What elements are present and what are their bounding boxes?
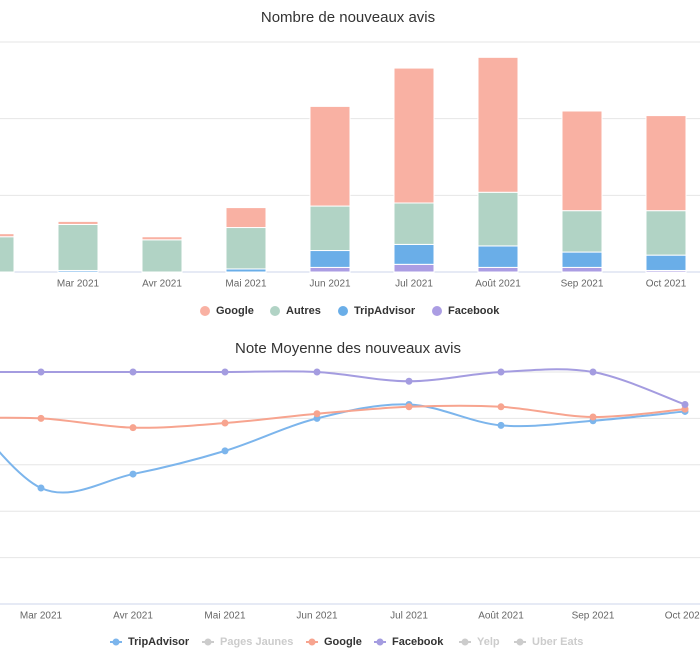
legend-label[interactable]: Facebook (392, 636, 444, 648)
legend-marker (200, 306, 210, 316)
bar-segment (393, 243, 435, 265)
x-tick-label: Jun 2021 (309, 279, 351, 290)
x-tick-label: Oct 2021 (665, 611, 700, 622)
bar-segment (561, 266, 603, 273)
x-tick-label: Sep 2021 (572, 611, 615, 622)
legend-label[interactable]: Yelp (477, 636, 500, 648)
point (37, 368, 45, 376)
point (589, 413, 597, 421)
bar-segment (141, 236, 183, 241)
legend-label[interactable]: Pages Jaunes (220, 636, 293, 648)
bar-segment (645, 210, 687, 256)
line (0, 368, 686, 406)
chart-title: Note Moyenne des nouveaux avis (235, 340, 461, 357)
bar-segment (477, 245, 519, 268)
bar-segment (645, 254, 687, 271)
chart-title: Nombre de nouveaux avis (261, 9, 435, 26)
point (129, 470, 137, 478)
x-tick-label: Jul 2021 (395, 279, 433, 290)
legend-label[interactable]: Facebook (448, 305, 500, 317)
legend-marker (432, 306, 442, 316)
point (313, 410, 321, 418)
bar-segment (0, 236, 15, 273)
bar-segment (0, 233, 15, 238)
point (405, 403, 413, 411)
x-tick-label: Jul 2021 (390, 611, 428, 622)
point (129, 368, 137, 376)
point (497, 421, 505, 429)
bar-segment (309, 266, 351, 273)
bar-segment (561, 210, 603, 253)
bar-segment (309, 250, 351, 268)
x-tick-label: Mai 2021 (204, 611, 246, 622)
bar-segment (57, 220, 99, 225)
point (37, 484, 45, 492)
point (221, 447, 229, 455)
x-tick-label: Août 2021 (475, 279, 521, 290)
legend-label[interactable]: Autres (286, 305, 321, 317)
x-tick-label: Avr 2021 (113, 611, 153, 622)
legend-marker (516, 638, 524, 646)
bar-segment (57, 223, 99, 271)
legend-label[interactable]: Google (324, 636, 362, 648)
legend-label[interactable]: Uber Eats (532, 636, 583, 648)
bar-segment (645, 115, 687, 212)
legend-marker (376, 638, 384, 646)
line (0, 404, 686, 429)
x-tick-label: Avr 2021 (142, 279, 182, 290)
legend-marker (461, 638, 469, 646)
bar-segment (477, 56, 519, 193)
x-tick-label: Mai 2021 (225, 279, 267, 290)
point (681, 400, 689, 408)
bar-segment (141, 239, 183, 273)
bar-segment (393, 263, 435, 273)
point (589, 368, 597, 376)
x-tick-label: Mar 2021 (20, 611, 63, 622)
point (405, 377, 413, 385)
bar-segment (309, 105, 351, 207)
legend-marker (308, 638, 316, 646)
bar-segment (309, 205, 351, 252)
legend-marker (112, 638, 120, 646)
point (37, 414, 45, 422)
bar-segment (477, 266, 519, 273)
point (497, 403, 505, 411)
bar-segment (225, 227, 267, 270)
line (0, 403, 686, 494)
x-tick-label: Mar 2021 (57, 279, 100, 290)
x-tick-label: Août 2021 (478, 611, 524, 622)
legend-marker (270, 306, 280, 316)
legend-label[interactable]: TripAdvisor (128, 636, 190, 648)
bar-segment (393, 67, 435, 204)
bar-segment (561, 251, 603, 268)
bar-segment (225, 207, 267, 229)
x-tick-label: Oct 2021 (646, 279, 687, 290)
bar-segment (477, 191, 519, 247)
x-tick-label: Sep 2021 (561, 279, 604, 290)
point (221, 368, 229, 376)
point (313, 368, 321, 376)
bar-segment (561, 110, 603, 212)
bar-segment (393, 202, 435, 245)
legend-label[interactable]: Google (216, 305, 254, 317)
legend-label[interactable]: TripAdvisor (354, 305, 416, 317)
point (497, 368, 505, 376)
legend-marker (338, 306, 348, 316)
legend-marker (204, 638, 212, 646)
x-tick-label: Jun 2021 (296, 611, 338, 622)
point (221, 419, 229, 427)
point (129, 424, 137, 432)
